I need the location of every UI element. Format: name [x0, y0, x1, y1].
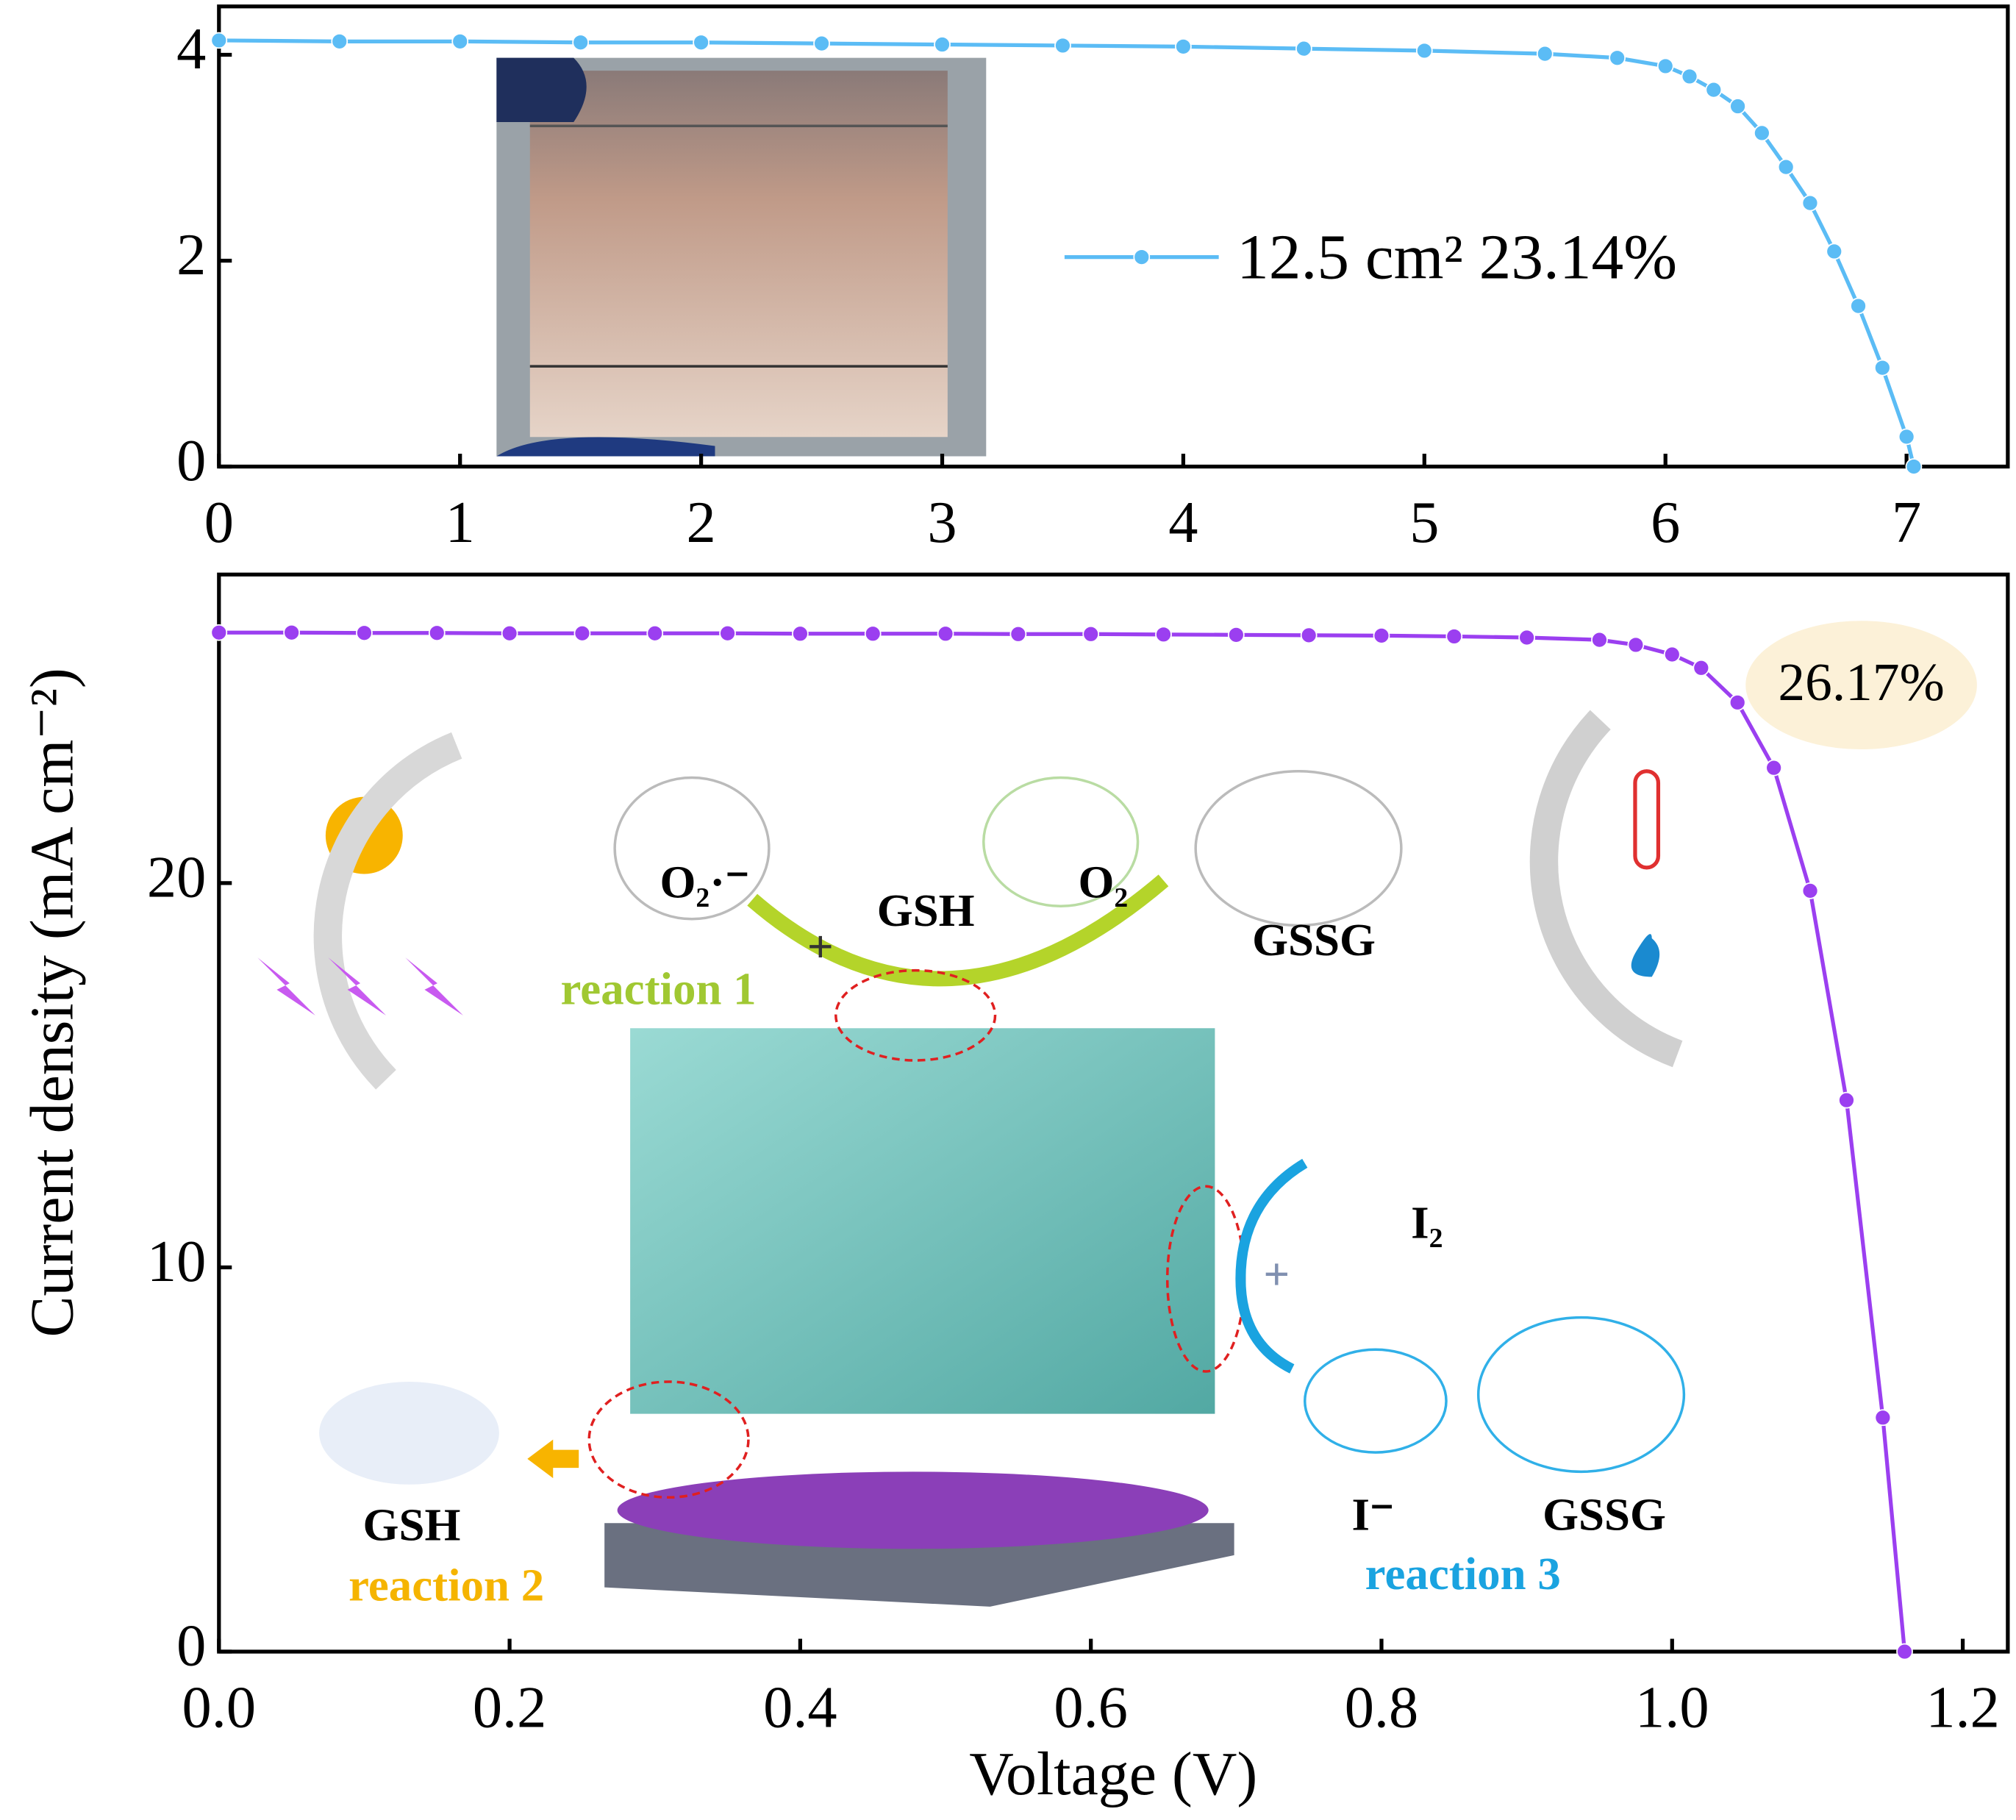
x-tick-label: 0.6 — [1054, 1674, 1128, 1740]
data-point — [1300, 627, 1318, 644]
data-point — [451, 32, 469, 50]
data-point — [1415, 42, 1433, 60]
schematic-label: I₂ — [1411, 1197, 1443, 1249]
schematic-label: GSH — [877, 885, 975, 936]
x-tick-label: 5 — [1409, 490, 1439, 555]
data-point — [1838, 1091, 1855, 1109]
data-point — [1627, 636, 1645, 654]
data-point — [1591, 631, 1608, 649]
data-point — [1729, 693, 1746, 711]
data-point — [210, 32, 228, 49]
plot-frame — [217, 572, 2010, 1654]
data-point — [1692, 659, 1710, 677]
data-point — [1905, 458, 1923, 475]
data-point — [1295, 40, 1312, 57]
x-tick-label: 7 — [1892, 490, 1921, 555]
data-point — [1663, 646, 1681, 663]
data-point — [1518, 629, 1535, 646]
data-point — [1896, 1643, 1913, 1660]
data-point — [1082, 625, 1100, 643]
schematic-label: reaction 2 — [348, 1560, 544, 1611]
data-point — [1373, 627, 1390, 644]
x-tick-label: 1 — [446, 490, 475, 555]
x-tick-label: 0.0 — [182, 1674, 257, 1740]
data-point — [573, 624, 591, 642]
data-point — [283, 624, 300, 641]
data-point — [934, 36, 951, 53]
y-tick-label: 10 — [147, 1229, 206, 1294]
data-point — [501, 624, 518, 642]
data-point — [1874, 1409, 1892, 1427]
x-tick-label: 0.2 — [473, 1674, 546, 1740]
x-tick-label: 3 — [927, 490, 957, 555]
y-tick-label: 2 — [176, 222, 206, 288]
schematic — [257, 621, 1977, 1607]
y-tick-label: 20 — [147, 844, 206, 910]
data-point — [331, 32, 348, 50]
data-point — [1826, 243, 1843, 260]
data-point — [1754, 124, 1770, 142]
schematic-label: GSSG — [1252, 914, 1376, 966]
data-point — [1009, 625, 1027, 643]
legend-marker — [1133, 249, 1151, 265]
x-tick-label: 2 — [687, 490, 716, 555]
data-point — [1801, 194, 1819, 212]
plot-frame — [217, 4, 2010, 469]
data-point — [428, 624, 446, 642]
data-point — [1729, 98, 1746, 115]
data-point — [1873, 359, 1891, 377]
data-point — [693, 34, 709, 51]
data-point — [1898, 428, 1915, 446]
data-point — [937, 625, 954, 643]
data-point — [813, 35, 830, 52]
data-point — [719, 624, 736, 642]
y-tick-label: 0 — [176, 1613, 206, 1678]
data-point — [1536, 45, 1554, 63]
x-tick-label: 0 — [204, 490, 234, 555]
y-tick-label: 0 — [176, 428, 206, 493]
data-point — [646, 624, 664, 642]
data-point — [1850, 297, 1867, 315]
x-tick-label: 1.2 — [1926, 1674, 2000, 1740]
schematic-label: O₂ — [1078, 856, 1128, 907]
x-tick-label: 6 — [1651, 490, 1680, 555]
data-point — [1801, 882, 1819, 899]
schematic-label: O₂·⁻ — [660, 856, 750, 907]
schematic-label: reaction 3 — [1365, 1548, 1561, 1599]
data-point — [1705, 81, 1723, 99]
x-tick-label: 4 — [1168, 490, 1198, 555]
inset-photo — [496, 57, 987, 457]
x-axis-label: Voltage (V) — [969, 1740, 1257, 1808]
data-point — [1681, 68, 1698, 85]
schematic-label: + — [807, 921, 834, 972]
legend-label: 12.5 cm² 23.14% — [1237, 221, 1677, 292]
data-point — [792, 625, 809, 643]
schematic-label: + — [1263, 1249, 1290, 1300]
x-tick-label: 0.4 — [763, 1674, 837, 1740]
y-tick-label: 4 — [176, 16, 206, 82]
data-point — [1175, 38, 1192, 55]
data-point — [356, 624, 373, 642]
data-point — [864, 625, 882, 643]
annotation: 26.17% — [1778, 652, 1944, 712]
data-point — [1765, 759, 1782, 777]
data-point — [572, 34, 590, 51]
schematic-label: GSSG — [1543, 1488, 1666, 1540]
schematic-label: reaction 1 — [561, 963, 757, 1015]
data-point — [1609, 49, 1626, 67]
data-point — [1227, 626, 1245, 643]
schematic-label: GSH — [363, 1499, 461, 1550]
data-point — [1155, 626, 1172, 643]
data-point — [1445, 628, 1463, 645]
schematic-label: I⁻ — [1352, 1488, 1395, 1540]
data-point — [1054, 37, 1071, 54]
y-axis-label: Current density (mA cm⁻²) — [18, 668, 87, 1337]
data-point — [1777, 158, 1795, 176]
data-point — [1656, 57, 1674, 75]
x-tick-label: 0.8 — [1345, 1674, 1419, 1740]
data-point — [210, 624, 228, 641]
x-tick-label: 1.0 — [1635, 1674, 1709, 1740]
